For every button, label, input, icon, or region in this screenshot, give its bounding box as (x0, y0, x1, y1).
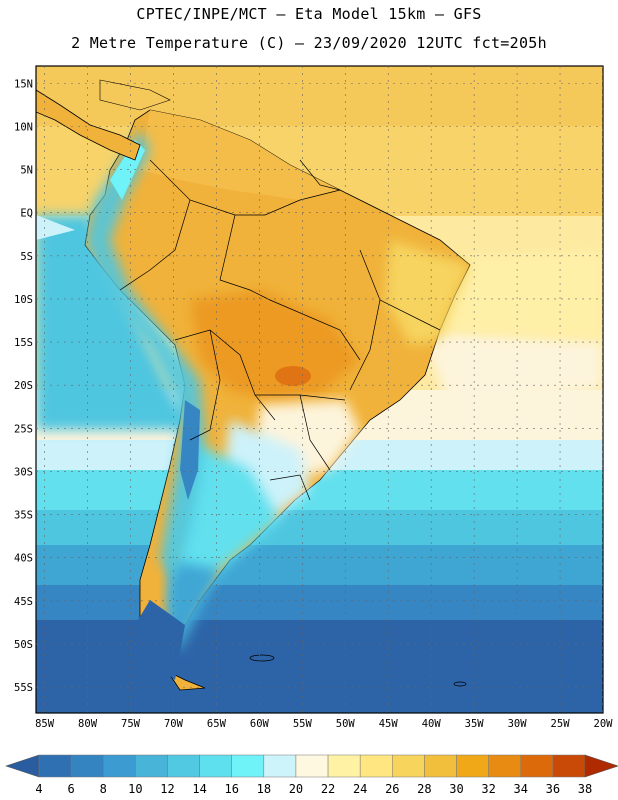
colorbar-swatch (263, 754, 297, 778)
colorbar-label: 16 (224, 782, 238, 796)
lat-label: 45S (14, 596, 33, 608)
longitude-labels: 85W 80W 75W 70W 65W 60W 55W 50W 45W 40W 35W 30W 25W 2… (35, 718, 613, 730)
lon-label: 85W (35, 718, 55, 730)
colorbar-swatch (38, 754, 72, 778)
colorbar-label: 4 (35, 782, 42, 796)
lat-label: 15N (14, 78, 33, 90)
colorbar-label: 36 (546, 782, 560, 796)
colorbar-swatch (392, 754, 425, 778)
lon-label: 35W (465, 718, 485, 730)
lon-label: 50W (336, 718, 356, 730)
lon-label: 60W (250, 718, 270, 730)
colorbar-swatch (199, 754, 232, 778)
graticule (36, 66, 603, 713)
colorbar-label: 12 (160, 782, 174, 796)
colorbar-label: 14 (192, 782, 206, 796)
latitude-labels: 15N 10N 5N EQ 5S 10S 15S 20S 25S 30S 35S 40S 45S 50S 5… (14, 78, 33, 694)
lat-label: 10N (14, 121, 33, 133)
colorbar-label: 34 (514, 782, 528, 796)
colorbar-swatch (552, 754, 586, 778)
colorbar: 4 6 8 10 12 14 16 18 20 22 24 26 28 30 32 34 36 38 (5, 754, 618, 796)
temperature-map: 15N 10N 5N EQ 5S 10S 15S 20S 25S 30S 35S 40S 45S 50S 5… (14, 65, 613, 730)
lat-label: 5S (20, 251, 33, 263)
lat-label: 35S (14, 510, 33, 522)
colorbar-swatch (295, 754, 329, 778)
colorbar-label: 10 (128, 782, 142, 796)
title-line-2: 2 Metre Temperature (C) – 23/09/2020 12U… (71, 34, 547, 52)
colorbar-label: 26 (385, 782, 399, 796)
temperature-field (36, 66, 603, 713)
colorbar-swatch (135, 754, 168, 778)
lat-label: 55S (14, 682, 33, 694)
lat-label: 50S (14, 639, 33, 651)
lon-label: 30W (508, 718, 528, 730)
lon-label: 45W (379, 718, 399, 730)
colorbar-swatch (167, 754, 200, 778)
colorbar-label: 28 (417, 782, 431, 796)
lat-label: EQ (20, 208, 33, 220)
colorbar-swatch (456, 754, 489, 778)
colorbar-label: 18 (257, 782, 271, 796)
colorbar-label: 20 (289, 782, 303, 796)
lat-label: 20S (14, 380, 33, 392)
title-line-1: CPTEC/INPE/MCT – Eta Model 15km – GFS (136, 5, 482, 23)
colorbar-swatch (231, 754, 265, 778)
colorbar-swatch (488, 754, 522, 778)
colorbar-label: 24 (353, 782, 367, 796)
colorbar-high-triangle (584, 754, 618, 778)
lat-label: 15S (14, 337, 33, 349)
colorbar-label: 8 (100, 782, 107, 796)
colorbar-label: 22 (321, 782, 335, 796)
colorbar-label: 6 (68, 782, 75, 796)
colorbar-swatch (327, 754, 361, 778)
lon-label: 65W (207, 718, 227, 730)
colorbar-low-triangle (5, 754, 40, 778)
lon-label: 70W (164, 718, 184, 730)
colorbar-swatch (359, 754, 393, 778)
lon-label: 75W (121, 718, 141, 730)
colorbar-swatch (70, 754, 104, 778)
colorbar-swatch (102, 754, 136, 778)
lon-label: 80W (78, 718, 98, 730)
lon-label: 55W (293, 718, 313, 730)
lat-label: 10S (14, 294, 33, 306)
lat-label: 5N (20, 165, 33, 177)
colorbar-swatch (424, 754, 457, 778)
colorbar-label: 38 (578, 782, 592, 796)
lat-label: 25S (14, 423, 33, 435)
colorbar-label: 32 (481, 782, 495, 796)
country-borders (119, 159, 441, 501)
lon-label: 20W (594, 718, 614, 730)
lon-label: 25W (551, 718, 571, 730)
lat-label: 40S (14, 553, 33, 565)
lon-label: 40W (422, 718, 442, 730)
lat-label: 30S (14, 466, 33, 478)
colorbar-swatch (520, 754, 554, 778)
colorbar-label: 30 (449, 782, 463, 796)
